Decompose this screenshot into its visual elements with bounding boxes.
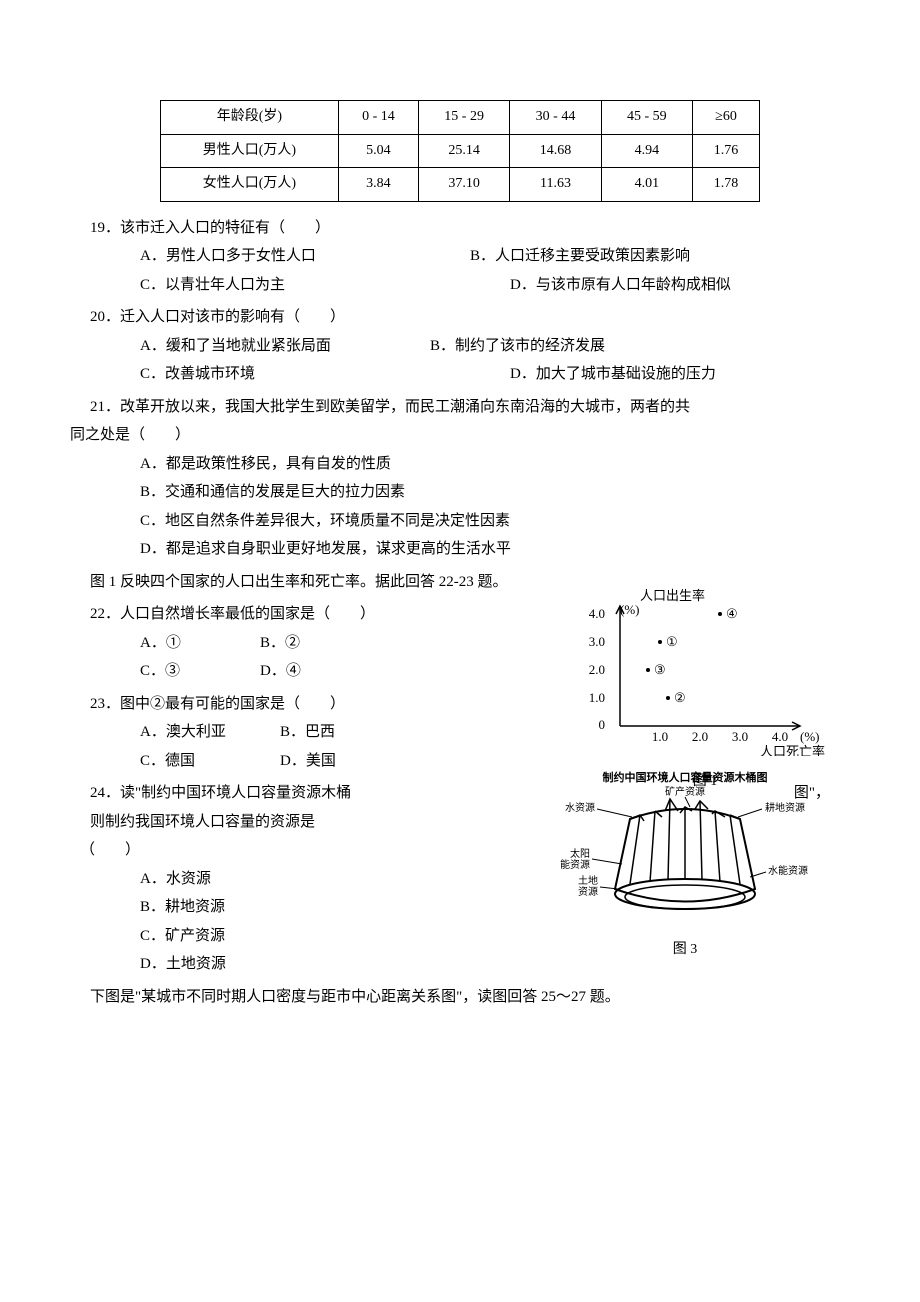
td: 女性人口(万人) xyxy=(161,168,339,202)
option-d: D．美国 xyxy=(280,747,420,776)
svg-text:4.0: 4.0 xyxy=(772,729,788,744)
option-b: B．交通和通信的发展是巨大的拉力因素 xyxy=(140,478,830,507)
svg-text:土地: 土地 xyxy=(578,874,598,887)
option-b: B．② xyxy=(260,629,380,658)
th: ≥60 xyxy=(693,101,760,135)
population-table: 年龄段(岁) 0 - 14 15 - 29 30 - 44 45 - 59 ≥6… xyxy=(160,100,760,202)
svg-text:能资源: 能资源 xyxy=(560,858,590,871)
chart-area-1: 人口出生率 (%) 0 1.0 2.0 3.0 4.0 1.0 2.0 3.0 … xyxy=(90,600,830,775)
scatter-chart: 人口出生率 (%) 0 1.0 2.0 3.0 4.0 1.0 2.0 3.0 … xyxy=(560,586,850,776)
option-b: B．人口迁移主要受政策因素影响 xyxy=(470,242,800,271)
svg-text:资源: 资源 xyxy=(578,885,598,898)
svg-text:2.0: 2.0 xyxy=(692,729,708,744)
point-4: ④ xyxy=(718,606,738,621)
question-text: 19．该市迁入人口的特征有（ ） xyxy=(90,214,830,243)
option-d: D．与该市原有人口年龄构成相似 xyxy=(510,271,830,300)
question-text: 21．改革开放以来，我国大批学生到欧美留学，而民工潮涌向东南沿海的大城市，两者的… xyxy=(90,393,830,422)
svg-text:制约中国环境人口容量资源木桶图: 制约中国环境人口容量资源木桶图 xyxy=(603,770,768,784)
option-d: D．都是追求自身职业更好地发展，谋求更高的生活水平 xyxy=(140,535,830,564)
svg-text:3.0: 3.0 xyxy=(732,729,748,744)
td: 14.68 xyxy=(510,134,601,168)
td: 4.94 xyxy=(601,134,692,168)
svg-text:(%): (%) xyxy=(800,729,820,744)
svg-text:②: ② xyxy=(674,690,686,705)
td: 5.04 xyxy=(338,134,418,168)
option-a: A．澳大利亚 xyxy=(140,718,280,747)
td: 1.76 xyxy=(693,134,760,168)
option-d: D．④ xyxy=(260,657,380,686)
option-a: A．都是政策性移民，具有自发的性质 xyxy=(140,450,830,479)
svg-text:④: ④ xyxy=(726,606,738,621)
option-d: D．加大了城市基础设施的压力 xyxy=(510,360,830,389)
svg-text:耕地资源: 耕地资源 xyxy=(765,801,805,814)
svg-text:1.0: 1.0 xyxy=(589,690,605,705)
option-a: A．男性人口多于女性人口 xyxy=(140,242,470,271)
option-b: B．制约了该市的经济发展 xyxy=(430,332,760,361)
th: 45 - 59 xyxy=(601,101,692,135)
point-3: ③ xyxy=(646,662,666,677)
th: 0 - 14 xyxy=(338,101,418,135)
th: 30 - 44 xyxy=(510,101,601,135)
option-c: C．③ xyxy=(140,657,260,686)
th: 15 - 29 xyxy=(418,101,509,135)
svg-text:1.0: 1.0 xyxy=(652,729,668,744)
question-24: 24．读"制约中国环境人口容量资源木桶 图"， 则制约我国环境人口容量的资源是 … xyxy=(90,779,830,979)
th: 年龄段(岁) xyxy=(161,101,339,135)
question-20: 20．迁入人口对该市的影响有（ ） A．缓和了当地就业紧张局面 B．制约了该市的… xyxy=(90,303,830,389)
point-1: ① xyxy=(658,634,678,649)
td: 25.14 xyxy=(418,134,509,168)
intro-25-27: 下图是"某城市不同时期人口密度与距市中心距离关系图"，读图回答 25～27 题。 xyxy=(90,983,830,1012)
svg-text:③: ③ xyxy=(654,662,666,677)
option-c: C．地区自然条件差异很大，环境质量不同是决定性因素 xyxy=(140,507,830,536)
svg-text:4.0: 4.0 xyxy=(589,606,605,621)
question-19: 19．该市迁入人口的特征有（ ） A．男性人口多于女性人口 B．人口迁移主要受政… xyxy=(90,214,830,300)
option-a: A．缓和了当地就业紧张局面 xyxy=(140,332,430,361)
option-c: C．以青壮年人口为主 xyxy=(140,271,460,300)
td: 男性人口(万人) xyxy=(161,134,339,168)
option-c: C．改善城市环境 xyxy=(140,360,460,389)
y-axis-title: 人口出生率 xyxy=(640,588,705,603)
question-21: 21．改革开放以来，我国大批学生到欧美留学，而民工潮涌向东南沿海的大城市，两者的… xyxy=(90,393,830,564)
td: 11.63 xyxy=(510,168,601,202)
svg-text:0: 0 xyxy=(599,717,606,732)
chart-area-2: 24．读"制约中国环境人口容量资源木桶 图"， 则制约我国环境人口容量的资源是 … xyxy=(90,779,830,979)
point-2: ② xyxy=(666,690,686,705)
svg-text:①: ① xyxy=(666,634,678,649)
td: 3.84 xyxy=(338,168,418,202)
barrel-diagram: 制约中国环境人口容量资源木桶图 矿产资源 xyxy=(540,769,830,949)
svg-text:水能资源: 水能资源 xyxy=(768,864,808,877)
svg-text:矿产资源: 矿产资源 xyxy=(665,785,705,798)
option-a: A．① xyxy=(140,629,260,658)
svg-text:3.0: 3.0 xyxy=(589,634,605,649)
svg-text:人口死亡率: 人口死亡率 xyxy=(760,744,825,756)
y-axis-unit: (%) xyxy=(620,602,640,617)
option-c: C．德国 xyxy=(140,747,280,776)
svg-text:太阳: 太阳 xyxy=(570,847,590,860)
question-text: 20．迁入人口对该市的影响有（ ） xyxy=(90,303,830,332)
option-b: B．巴西 xyxy=(280,718,420,747)
td: 37.10 xyxy=(418,168,509,202)
question-text-cont: 同之处是（ ） xyxy=(70,421,830,450)
td: 1.78 xyxy=(693,168,760,202)
svg-text:2.0: 2.0 xyxy=(589,662,605,677)
td: 4.01 xyxy=(601,168,692,202)
svg-text:水资源: 水资源 xyxy=(565,801,595,814)
question-text: 24．读"制约中国环境人口容量资源木桶 xyxy=(90,785,351,801)
chart-caption: 图 3 xyxy=(540,937,830,964)
